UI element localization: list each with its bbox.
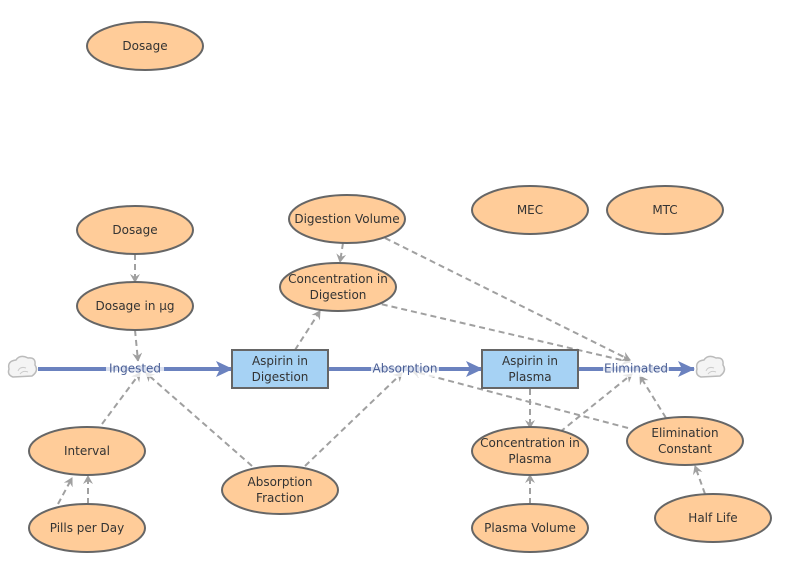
variable-interval[interactable]: Interval [28, 426, 146, 476]
link-arrow[interactable] [57, 477, 73, 505]
link-arrow[interactable] [294, 310, 321, 351]
variable-label: Concentration in Digestion [288, 272, 388, 302]
variable-label: Digestion Volume [294, 212, 399, 226]
variable-conc-dig[interactable]: Concentration in Digestion [279, 262, 397, 312]
flow-label-ingested: Ingested [109, 362, 161, 376]
flow-label-eliminated: Eliminated [604, 362, 668, 376]
variable-label: Dosage [112, 223, 157, 237]
variable-label: Half Life [688, 511, 737, 525]
link-arrow[interactable] [692, 465, 706, 495]
variable-abs-frac[interactable]: Absorption Fraction [221, 465, 339, 515]
variable-label: Interval [64, 444, 110, 458]
link-arrow[interactable] [411, 368, 629, 429]
variable-pl-vol[interactable]: Plasma Volume [471, 503, 589, 553]
variable-label: Elimination Constant [651, 426, 718, 456]
variable-dosage-ug[interactable]: Dosage in µg [76, 281, 194, 331]
variable-elim-const[interactable]: Elimination Constant [626, 416, 744, 466]
variable-label: Absorption Fraction [248, 475, 313, 505]
variable-label: Dosage in µg [95, 299, 174, 313]
link-arrow[interactable] [559, 373, 633, 433]
variable-half-life[interactable]: Half Life [654, 493, 772, 543]
variable-label: Dosage [122, 39, 167, 53]
stock-plasma[interactable]: Aspirin in Plasma [481, 349, 579, 389]
stock-digestion[interactable]: Aspirin in Digestion [231, 349, 329, 389]
variable-dig-vol[interactable]: Digestion Volume [288, 194, 406, 244]
link-arrow[interactable] [304, 372, 403, 467]
link-arrow[interactable] [384, 237, 631, 361]
variable-mtc[interactable]: MTC [606, 185, 724, 235]
link-arrow[interactable] [639, 375, 667, 419]
variable-label: Plasma Volume [484, 521, 576, 535]
sink-cloud-icon [695, 355, 726, 378]
source-cloud-icon [7, 355, 38, 378]
variable-dosage[interactable]: Dosage [76, 205, 194, 255]
variable-mec[interactable]: MEC [471, 185, 589, 235]
variable-conc-pl[interactable]: Concentration in Plasma [471, 426, 589, 476]
link-arrow[interactable] [132, 329, 143, 362]
variable-label: MEC [517, 203, 543, 217]
stock-label: Aspirin in Plasma [502, 354, 558, 384]
link-arrow[interactable] [101, 372, 141, 425]
variable-pills[interactable]: Pills per Day [28, 503, 146, 553]
variable-label: MTC [652, 203, 677, 217]
link-arrow[interactable] [336, 242, 347, 263]
link-arrow[interactable] [145, 372, 253, 467]
variable-dosage-top[interactable]: Dosage [86, 21, 204, 71]
stock-label: Aspirin in Digestion [252, 354, 309, 384]
link-arrow[interactable] [371, 301, 631, 366]
flow-label-absorption: Absorption [373, 362, 438, 376]
variable-label: Pills per Day [50, 521, 124, 535]
variable-label: Concentration in Plasma [480, 436, 580, 466]
